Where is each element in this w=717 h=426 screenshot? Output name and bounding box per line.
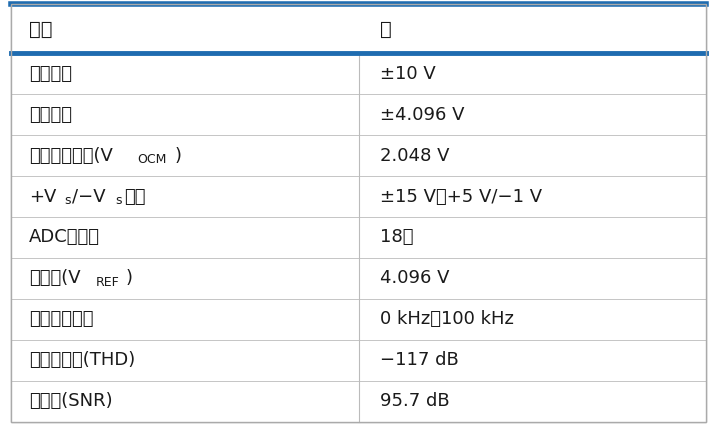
Text: s: s	[64, 194, 70, 207]
Text: s: s	[115, 194, 123, 207]
Text: /−V: /−V	[72, 187, 106, 206]
Bar	[11, 4, 706, 53]
Text: 95.7 dB: 95.7 dB	[380, 392, 450, 410]
Text: 输入差分: 输入差分	[29, 65, 72, 83]
Bar	[11, 54, 706, 95]
Text: 4.096 V: 4.096 V	[380, 269, 450, 288]
Bar	[11, 299, 706, 340]
Text: 18位: 18位	[380, 228, 414, 247]
Bar	[11, 176, 706, 217]
Text: ): )	[175, 147, 182, 165]
Text: +V: +V	[29, 187, 56, 206]
Text: 电源: 电源	[124, 187, 146, 206]
Text: ): )	[126, 269, 133, 288]
Text: 输出共模电压(V: 输出共模电压(V	[29, 147, 113, 165]
Bar	[11, 135, 706, 176]
Text: 输入频率范围: 输入频率范围	[29, 310, 93, 328]
Bar	[11, 340, 706, 381]
Text: 参数: 参数	[29, 20, 52, 38]
Text: OCM: OCM	[137, 153, 166, 166]
Text: ADC全差分: ADC全差分	[29, 228, 100, 247]
Text: 准电压(V: 准电压(V	[29, 269, 80, 288]
Text: ±15 V、+5 V/−1 V: ±15 V、+5 V/−1 V	[380, 187, 542, 206]
Text: ±10 V: ±10 V	[380, 65, 436, 83]
Text: 总谐波失真(THD): 总谐波失真(THD)	[29, 351, 135, 369]
Bar	[11, 258, 706, 299]
Text: 值: 值	[380, 20, 391, 38]
Text: REF: REF	[95, 276, 119, 289]
Text: 信噪比(SNR): 信噪比(SNR)	[29, 392, 113, 410]
Bar	[11, 381, 706, 421]
Text: ±4.096 V: ±4.096 V	[380, 106, 465, 124]
Bar	[11, 94, 706, 135]
Text: 输出差分: 输出差分	[29, 106, 72, 124]
Bar	[11, 217, 706, 258]
Text: −117 dB: −117 dB	[380, 351, 459, 369]
Text: 0 kHz至100 kHz: 0 kHz至100 kHz	[380, 310, 514, 328]
Text: 2.048 V: 2.048 V	[380, 147, 450, 165]
